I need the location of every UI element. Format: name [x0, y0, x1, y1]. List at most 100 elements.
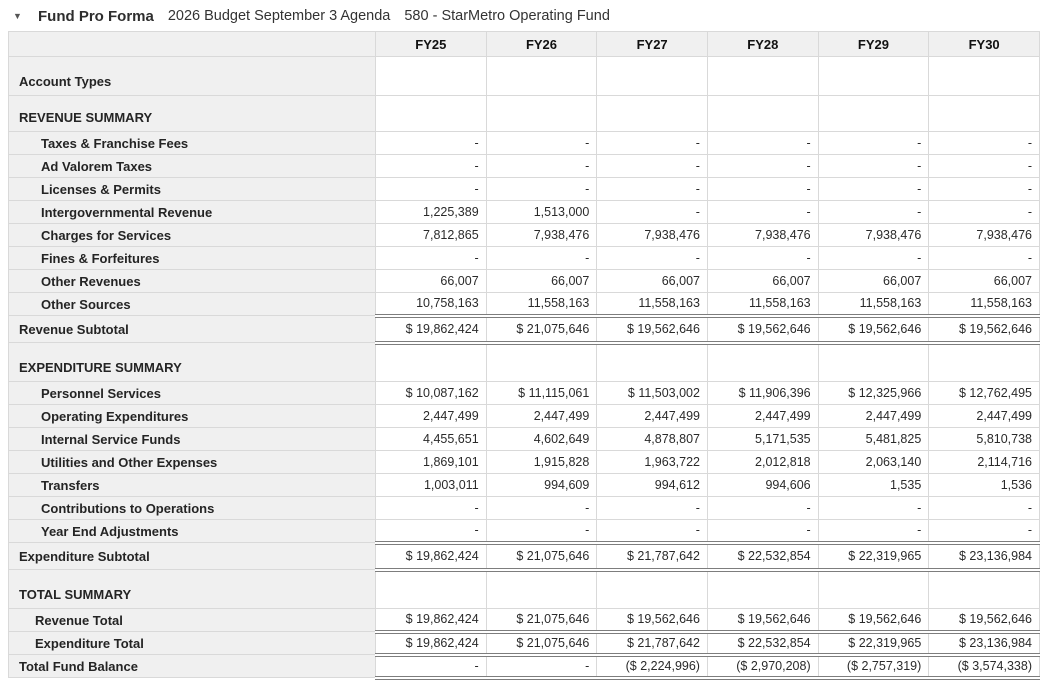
- cell-value: [375, 56, 487, 96]
- cell-value: $ 11,906,396: [706, 381, 819, 405]
- cell-value: 2,447,499: [375, 404, 487, 428]
- row-label: Expenditure Subtotal: [8, 542, 376, 570]
- cell-value: 1,963,722: [596, 450, 708, 474]
- cell-value: -: [706, 177, 819, 201]
- cell-value: 1,915,828: [485, 450, 598, 474]
- row-label: Year End Adjustments: [8, 519, 376, 543]
- row-label: EXPENDITURE SUMMARY: [8, 342, 376, 382]
- table-row: Expenditure Total $ 19,862,424 $ 21,075,64…: [8, 631, 1040, 657]
- row-label: Contributions to Operations: [8, 496, 376, 520]
- cell-value: $ 21,075,646: [485, 631, 598, 657]
- row-label: Total Fund Balance: [8, 654, 376, 678]
- row-label: Ad Valorem Taxes: [8, 154, 376, 178]
- cell-value: [928, 56, 1040, 96]
- cell-value: 66,007: [485, 269, 598, 293]
- cell-value: -: [596, 246, 708, 270]
- cell-value: $ 21,075,646: [485, 315, 598, 345]
- cell-value: 1,003,011: [375, 473, 487, 497]
- cell-value: [485, 569, 598, 609]
- cell-value: 11,558,163: [485, 292, 598, 318]
- column-header-fy25: FY25: [375, 31, 487, 57]
- cell-value: -: [485, 654, 598, 680]
- row-label: Other Revenues: [8, 269, 376, 293]
- table-row: Account Types: [8, 56, 1040, 96]
- cell-value: [928, 95, 1040, 132]
- cell-value: $ 23,136,984: [928, 542, 1040, 572]
- cell-value: -: [706, 519, 819, 545]
- cell-value: [706, 569, 819, 609]
- table-header-row: FY25 FY26 FY27 FY28 FY29 FY30: [8, 31, 1040, 57]
- cell-value: [706, 95, 819, 132]
- cell-value: $ 12,762,495: [928, 381, 1040, 405]
- cell-value: [485, 342, 598, 382]
- cell-value: -: [928, 246, 1040, 270]
- cell-value: $ 22,532,854: [706, 542, 819, 572]
- cell-value: 11,558,163: [706, 292, 819, 318]
- cell-value: -: [375, 246, 487, 270]
- cell-value: ($ 2,970,208): [706, 654, 819, 680]
- cell-value: -: [485, 496, 598, 520]
- cell-value: [485, 95, 598, 132]
- cell-value: -: [375, 177, 487, 201]
- cell-value: $ 19,562,646: [817, 608, 930, 634]
- cell-value: 994,609: [485, 473, 598, 497]
- cell-value: [706, 342, 819, 382]
- table-row: Utilities and Other Expenses 1,869,101 1,9…: [8, 450, 1040, 474]
- table-row: TOTAL SUMMARY: [8, 569, 1040, 609]
- cell-value: ($ 3,574,338): [928, 654, 1040, 680]
- row-label: Internal Service Funds: [8, 427, 376, 451]
- column-header-fy26: FY26: [485, 31, 598, 57]
- table-row: Total Fund Balance - - ($ 2,224,996) ($ 2,97…: [8, 654, 1040, 680]
- cell-value: 994,606: [706, 473, 819, 497]
- cell-value: 2,447,499: [928, 404, 1040, 428]
- cell-value: $ 21,787,642: [596, 631, 708, 657]
- cell-value: [817, 95, 930, 132]
- column-header-fy29: FY29: [817, 31, 930, 57]
- cell-value: -: [928, 177, 1040, 201]
- cell-value: -: [596, 519, 708, 545]
- row-label: Intergovernmental Revenue: [8, 200, 376, 224]
- table-row: Personnel Services $ 10,087,162 $ 11,115,0…: [8, 381, 1040, 405]
- table-row: Licenses & Permits - - - - - -: [8, 177, 1040, 201]
- table-row: Revenue Total $ 19,862,424 $ 21,075,646 $ 1…: [8, 608, 1040, 634]
- cell-value: -: [596, 496, 708, 520]
- cell-value: -: [817, 496, 930, 520]
- cell-value: [706, 56, 819, 96]
- table-row: Year End Adjustments - - - - - -: [8, 519, 1040, 545]
- cell-value: -: [596, 177, 708, 201]
- cell-value: 66,007: [375, 269, 487, 293]
- table-row: Intergovernmental Revenue 1,225,389 1,513,…: [8, 200, 1040, 224]
- cell-value: 66,007: [706, 269, 819, 293]
- cell-value: -: [706, 200, 819, 224]
- cell-value: -: [817, 131, 930, 155]
- cell-value: -: [375, 519, 487, 545]
- cell-value: [596, 95, 708, 132]
- cell-value: [928, 569, 1040, 609]
- budget-cycle-label: 2026 Budget September 3 Agenda: [167, 8, 391, 24]
- cell-value: -: [706, 131, 819, 155]
- cell-value: $ 10,087,162: [375, 381, 487, 405]
- cell-value: 1,513,000: [485, 200, 598, 224]
- cell-value: 2,447,499: [706, 404, 819, 428]
- cell-value: 2,447,499: [485, 404, 598, 428]
- cell-value: 5,171,535: [706, 427, 819, 451]
- cell-value: 5,481,825: [817, 427, 930, 451]
- cell-value: [817, 569, 930, 609]
- cell-value: $ 19,562,646: [706, 608, 819, 634]
- cell-value: $ 11,503,002: [596, 381, 708, 405]
- cell-value: 11,558,163: [928, 292, 1040, 318]
- cell-value: -: [706, 246, 819, 270]
- cell-value: -: [706, 154, 819, 178]
- cell-value: -: [375, 654, 487, 680]
- cell-value: 1,869,101: [375, 450, 487, 474]
- collapse-triangle-icon[interactable]: ▼: [13, 11, 22, 21]
- row-label: Transfers: [8, 473, 376, 497]
- cell-value: -: [706, 496, 819, 520]
- cell-value: 7,938,476: [485, 223, 598, 247]
- cell-value: 7,938,476: [928, 223, 1040, 247]
- cell-value: $ 19,862,424: [375, 315, 487, 345]
- cell-value: -: [928, 496, 1040, 520]
- row-label: Revenue Total: [8, 608, 376, 632]
- cell-value: 7,938,476: [596, 223, 708, 247]
- table-row: Fines & Forfeitures - - - - - -: [8, 246, 1040, 270]
